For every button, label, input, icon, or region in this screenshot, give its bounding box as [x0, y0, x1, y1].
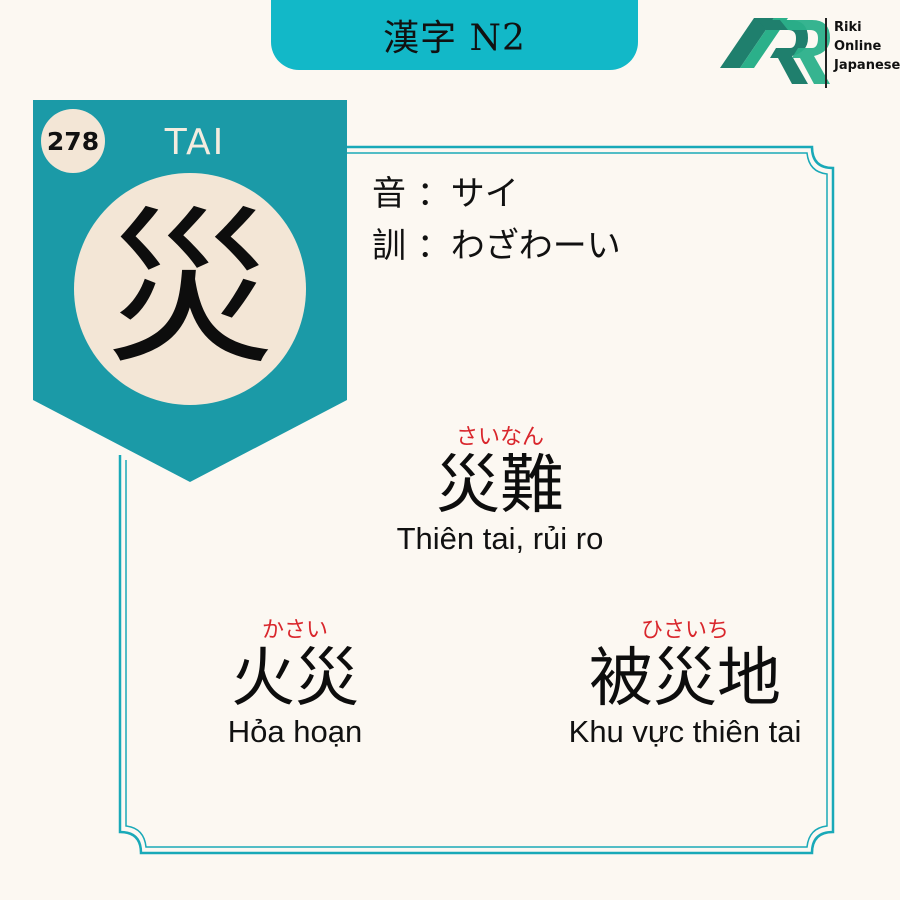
logo-line-japanese: Japanese: [834, 58, 900, 73]
kun-reading: 訓 ：わざわーい: [372, 226, 621, 266]
vocab-meaning: Khu vực thiên tai: [568, 714, 802, 749]
header-tab: 漢字 N2: [271, 0, 638, 70]
vocab-word: 災難: [436, 449, 564, 523]
vocab-meaning: Thiên tai, rủi ro: [396, 521, 604, 556]
riki-logo-icon: [720, 18, 830, 88]
vocab-item: さいなん 災難 Thiên tai, rủi ro: [330, 425, 670, 557]
header-title: 漢字 N2: [383, 18, 526, 59]
logo-line-riki: Riki: [834, 20, 862, 35]
vocab-word: 火災: [231, 642, 359, 716]
kanji-number-badge: 278: [41, 109, 105, 173]
logo-line-online: Online: [834, 39, 882, 54]
vocab-furigana: ひさいち: [640, 618, 729, 643]
vocab-furigana: さいなん: [455, 425, 544, 450]
readings-block: 音 ：サイ 訓 ：わざわーい: [372, 168, 621, 272]
kanji-circle: 災: [74, 173, 306, 405]
kanji-reading-romaji: TAI: [164, 122, 226, 163]
vocab-meaning: Hỏa hoạn: [227, 714, 363, 749]
vocab-item: ひさいち 被災地 Khu vực thiên tai: [520, 618, 850, 750]
vocab-item: かさい 火災 Hỏa hoạn: [175, 618, 415, 750]
main-kanji: 災: [106, 191, 274, 387]
logo-text: Riki Online Japanese: [834, 18, 900, 75]
vocab-furigana: かさい: [261, 618, 328, 643]
vocab-word: 被災地: [589, 642, 781, 716]
on-reading: 音 ：サイ: [372, 174, 519, 214]
